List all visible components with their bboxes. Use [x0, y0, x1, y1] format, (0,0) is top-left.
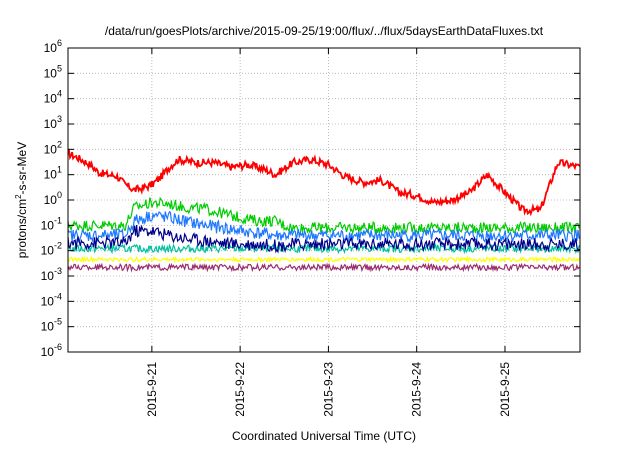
y-tick-label: 102	[44, 139, 62, 156]
y-axis-label: protons/cm2-s-sr-MeV	[14, 142, 29, 258]
series-line	[67, 196, 581, 236]
y-tick-label: 105	[44, 63, 62, 80]
y-tick-label: 10-4	[41, 291, 62, 308]
y-tick-label: 10-5	[41, 317, 62, 334]
y-axis-label-sup: 2	[14, 194, 23, 199]
y-axis-label-text: protons/cm2-s-sr-MeV	[14, 142, 29, 258]
y-tick-label: 10-1	[41, 215, 62, 232]
series-line	[67, 149, 581, 217]
y-tick-label: 101	[44, 165, 62, 182]
y-tick-label: 100	[44, 190, 62, 207]
y-tick-label: 10-2	[41, 241, 62, 258]
y-axis-label-pre: protons/cm	[15, 199, 29, 258]
y-tick-label: 104	[44, 89, 62, 106]
grid-lines	[68, 48, 580, 352]
y-axis-label-post: -s-sr-MeV	[15, 142, 29, 195]
x-tick-label: 2015-9-22	[233, 362, 247, 417]
data-series	[67, 149, 581, 273]
x-axis-label: Coordinated Universal Time (UTC)	[232, 429, 416, 443]
x-tick-label: 2015-9-21	[145, 362, 159, 417]
x-tick-label: 2015-9-24	[410, 362, 424, 417]
series-line	[67, 210, 581, 244]
y-tick-label: 10-6	[41, 342, 62, 359]
series-line	[67, 262, 581, 273]
x-tick-label: 2015-9-25	[498, 362, 512, 417]
axis-ticks: 10-6 10-5 10-4 10-3 10-2 10-1 100 101 102 103 104 1…	[41, 38, 580, 417]
y-tick-label: 103	[44, 114, 62, 131]
series-line	[67, 255, 580, 264]
y-tick-label: 106	[44, 38, 62, 55]
chart-title: /data/run/goesPlots/archive/2015-09-25/1…	[105, 24, 544, 38]
y-tick-label: 10-3	[41, 266, 62, 283]
series-line	[67, 224, 581, 254]
x-tick-label: 2015-9-23	[321, 362, 335, 417]
